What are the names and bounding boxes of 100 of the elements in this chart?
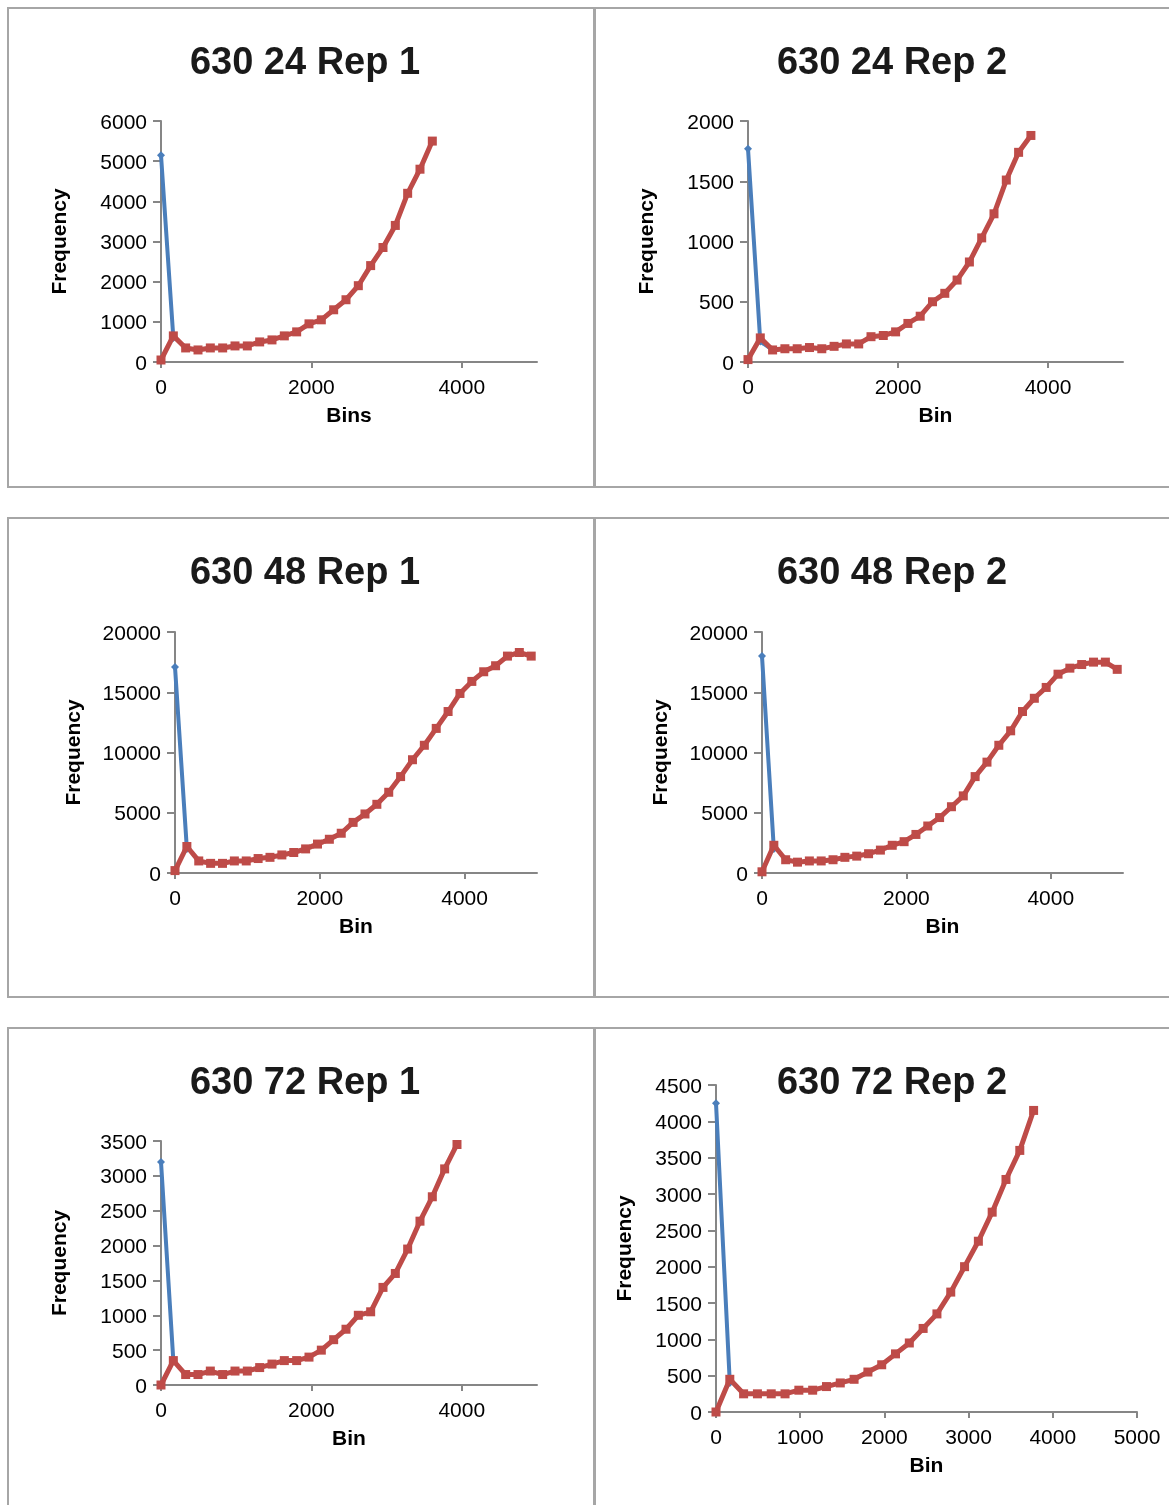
point bbox=[193, 1370, 203, 1380]
point bbox=[769, 840, 779, 850]
point bbox=[491, 661, 501, 671]
y-tick-label: 1500 bbox=[687, 169, 734, 193]
point bbox=[253, 854, 263, 864]
chart-title: 630 24 Rep 2 bbox=[776, 40, 1008, 82]
x-tick-label: 5000 bbox=[1113, 1425, 1161, 1448]
x-axis-title: Bin bbox=[918, 403, 953, 426]
x-tick-label: 4000 bbox=[438, 375, 486, 398]
point bbox=[1029, 1105, 1039, 1115]
point bbox=[292, 1356, 302, 1366]
y-axis-title: Frequency bbox=[61, 699, 84, 806]
y-tick-label: 2500 bbox=[655, 1218, 702, 1242]
point bbox=[989, 209, 999, 219]
point bbox=[181, 343, 191, 353]
y-tick-label: 0 bbox=[722, 350, 734, 374]
point bbox=[725, 1374, 735, 1384]
point bbox=[780, 1389, 790, 1399]
point bbox=[817, 344, 827, 354]
point bbox=[292, 327, 302, 337]
y-tick-label: 1000 bbox=[100, 310, 147, 334]
point bbox=[977, 233, 987, 243]
point bbox=[329, 1335, 339, 1345]
chart-title: 630 72 Rep 2 bbox=[776, 1060, 1008, 1102]
point bbox=[514, 647, 524, 657]
point bbox=[808, 1385, 818, 1395]
point bbox=[841, 339, 851, 349]
y-axis-title: Frequency bbox=[47, 1209, 70, 1317]
point bbox=[390, 220, 400, 230]
point bbox=[743, 355, 753, 365]
point bbox=[1053, 669, 1063, 679]
y-tick-label: 4000 bbox=[655, 1109, 702, 1133]
y-tick-label: 5000 bbox=[114, 801, 161, 825]
point bbox=[403, 188, 413, 198]
point bbox=[878, 330, 888, 340]
point bbox=[206, 858, 216, 868]
y-tick-label: 5000 bbox=[701, 801, 748, 825]
x-tick-label: 4000 bbox=[1024, 375, 1072, 398]
point bbox=[241, 856, 251, 866]
point bbox=[891, 327, 901, 337]
point bbox=[455, 688, 465, 698]
point bbox=[431, 723, 441, 733]
point bbox=[899, 837, 909, 847]
point bbox=[312, 839, 322, 849]
x-tick-label: 2000 bbox=[861, 1425, 908, 1448]
point bbox=[242, 1366, 252, 1376]
y-tick-label: 10000 bbox=[102, 741, 161, 764]
point bbox=[958, 791, 968, 801]
point bbox=[526, 651, 536, 661]
point bbox=[452, 1139, 462, 1149]
x-tick-label: 2000 bbox=[296, 886, 344, 909]
x-axis-title: Bin bbox=[332, 1426, 366, 1449]
point bbox=[255, 337, 265, 347]
x-tick-label: 1000 bbox=[776, 1425, 824, 1448]
y-tick-label: 6000 bbox=[100, 109, 147, 133]
point bbox=[918, 1323, 928, 1333]
point bbox=[366, 1307, 376, 1317]
point bbox=[415, 164, 425, 174]
point bbox=[316, 315, 326, 325]
x-tick-label: 3000 bbox=[945, 1425, 992, 1448]
x-tick-label: 2000 bbox=[288, 375, 335, 398]
point bbox=[348, 817, 358, 827]
x-tick-label: 4000 bbox=[441, 886, 488, 909]
point bbox=[911, 829, 921, 839]
point bbox=[279, 331, 289, 341]
point bbox=[289, 848, 299, 858]
point bbox=[353, 281, 363, 291]
point bbox=[467, 676, 477, 686]
y-tick-label: 3000 bbox=[100, 230, 147, 253]
point bbox=[218, 1370, 228, 1380]
x-tick-label: 0 bbox=[169, 886, 181, 909]
point bbox=[217, 858, 227, 868]
point bbox=[952, 275, 962, 285]
point bbox=[964, 257, 974, 267]
point bbox=[940, 288, 950, 298]
point bbox=[866, 332, 876, 342]
point bbox=[766, 1389, 776, 1399]
point bbox=[440, 1164, 450, 1174]
point bbox=[156, 355, 166, 365]
point bbox=[360, 809, 370, 819]
point bbox=[804, 856, 814, 866]
y-tick-label: 1500 bbox=[655, 1291, 702, 1315]
point bbox=[1014, 147, 1024, 157]
y-tick-label: 500 bbox=[698, 290, 734, 314]
point bbox=[301, 844, 311, 854]
point bbox=[960, 1262, 970, 1272]
y-axis-title: Frequency bbox=[634, 188, 657, 295]
point bbox=[242, 341, 252, 351]
point bbox=[792, 344, 802, 354]
x-tick-label: 4000 bbox=[1027, 886, 1075, 909]
point bbox=[218, 343, 228, 353]
y-tick-label: 2000 bbox=[687, 109, 734, 133]
y-tick-label: 10000 bbox=[689, 741, 748, 764]
point bbox=[994, 740, 1004, 750]
point bbox=[739, 1389, 749, 1399]
x-tick-label: 4000 bbox=[438, 1398, 486, 1421]
point bbox=[816, 856, 826, 866]
x-tick-label: 2000 bbox=[874, 375, 922, 398]
point bbox=[403, 1244, 413, 1254]
point bbox=[835, 1378, 845, 1388]
